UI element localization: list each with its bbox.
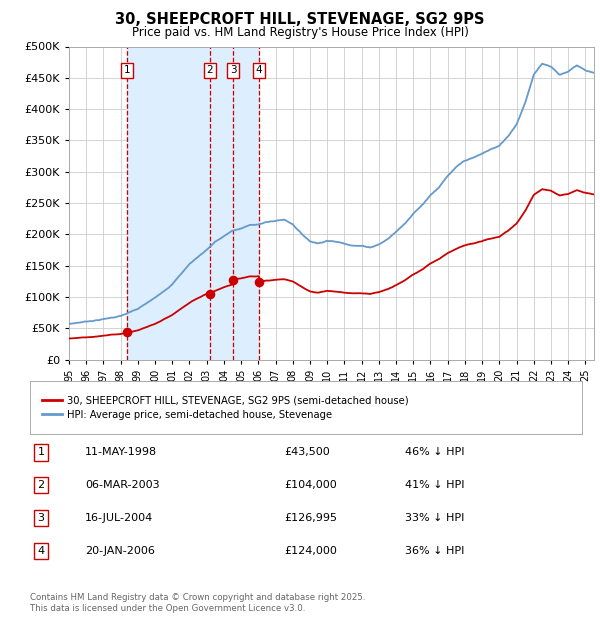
Text: 16-JUL-2004: 16-JUL-2004: [85, 513, 154, 523]
Text: Price paid vs. HM Land Registry's House Price Index (HPI): Price paid vs. HM Land Registry's House …: [131, 26, 469, 39]
Text: 2: 2: [206, 65, 213, 75]
Text: Contains HM Land Registry data © Crown copyright and database right 2025.
This d: Contains HM Land Registry data © Crown c…: [30, 593, 365, 613]
Text: 36% ↓ HPI: 36% ↓ HPI: [406, 546, 465, 556]
Text: 2: 2: [37, 480, 44, 490]
Text: 4: 4: [256, 65, 263, 75]
Text: 1: 1: [38, 447, 44, 458]
Legend: 30, SHEEPCROFT HILL, STEVENAGE, SG2 9PS (semi-detached house), HPI: Average pric: 30, SHEEPCROFT HILL, STEVENAGE, SG2 9PS …: [38, 392, 412, 423]
Text: £126,995: £126,995: [284, 513, 337, 523]
Text: 20-JAN-2006: 20-JAN-2006: [85, 546, 155, 556]
Text: 33% ↓ HPI: 33% ↓ HPI: [406, 513, 465, 523]
Text: 30, SHEEPCROFT HILL, STEVENAGE, SG2 9PS: 30, SHEEPCROFT HILL, STEVENAGE, SG2 9PS: [115, 12, 485, 27]
Point: [205, 290, 215, 299]
Bar: [127, 46, 259, 360]
Text: 4: 4: [37, 546, 44, 556]
Text: 06-MAR-2003: 06-MAR-2003: [85, 480, 160, 490]
Text: 41% ↓ HPI: 41% ↓ HPI: [406, 480, 465, 490]
Text: £43,500: £43,500: [284, 447, 329, 458]
Text: 1: 1: [124, 65, 130, 75]
Point: [254, 277, 264, 287]
Point: [229, 275, 238, 285]
Text: 46% ↓ HPI: 46% ↓ HPI: [406, 447, 465, 458]
Text: £124,000: £124,000: [284, 546, 337, 556]
Text: 11-MAY-1998: 11-MAY-1998: [85, 447, 157, 458]
Point: [122, 327, 131, 337]
Text: 3: 3: [230, 65, 236, 75]
Text: £104,000: £104,000: [284, 480, 337, 490]
Text: 3: 3: [38, 513, 44, 523]
